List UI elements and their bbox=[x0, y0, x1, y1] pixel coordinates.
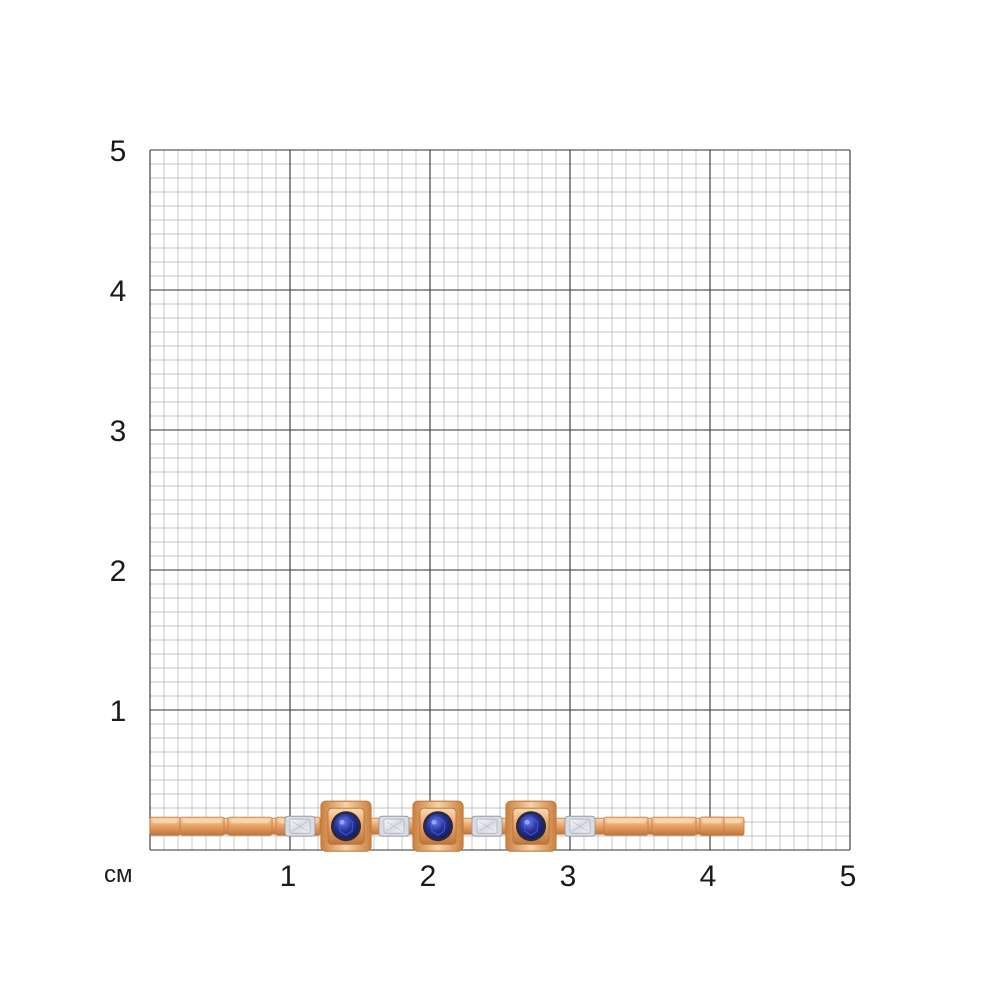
diamond-facet bbox=[478, 820, 496, 832]
link-highlight bbox=[153, 819, 177, 824]
link-highlight bbox=[231, 819, 269, 824]
y-tick-label: 1 bbox=[110, 695, 127, 728]
sapphire-stone bbox=[425, 813, 451, 839]
y-axis-tick-labels: 1 2 3 4 5 bbox=[110, 135, 127, 728]
x-tick-label: 3 bbox=[560, 860, 577, 893]
diamond-facet bbox=[385, 820, 403, 832]
bracelet bbox=[149, 800, 745, 852]
sapphire-stone bbox=[333, 813, 359, 839]
diamond-facet bbox=[571, 820, 589, 832]
sapphire-highlight bbox=[339, 819, 345, 825]
major-grid-lines bbox=[149, 149, 851, 851]
sapphire-facet bbox=[523, 816, 539, 836]
minor-grid-lines bbox=[150, 150, 850, 850]
y-tick-label: 3 bbox=[110, 415, 127, 448]
x-tick-label: 4 bbox=[700, 860, 717, 893]
sapphire-facet bbox=[338, 816, 354, 836]
x-tick-label: 2 bbox=[420, 860, 437, 893]
y-tick-label: 2 bbox=[110, 555, 127, 588]
y-tick-label: 4 bbox=[110, 275, 127, 308]
y-tick-label: 5 bbox=[110, 135, 127, 168]
link-highlight bbox=[655, 819, 693, 824]
diamond-facet bbox=[291, 820, 309, 832]
x-tick-label: 1 bbox=[280, 860, 297, 893]
link-highlight bbox=[183, 819, 221, 824]
x-tick-label: 5 bbox=[840, 860, 857, 893]
sapphire-highlight bbox=[431, 819, 437, 825]
link-highlight bbox=[703, 819, 721, 824]
link-highlight bbox=[607, 819, 645, 824]
x-axis-tick-labels: 1 2 3 4 5 bbox=[280, 860, 857, 893]
unit-label: см bbox=[104, 861, 133, 888]
sapphire-stone bbox=[518, 813, 544, 839]
sapphire-highlight bbox=[524, 819, 530, 825]
sapphire-facet bbox=[430, 816, 446, 836]
